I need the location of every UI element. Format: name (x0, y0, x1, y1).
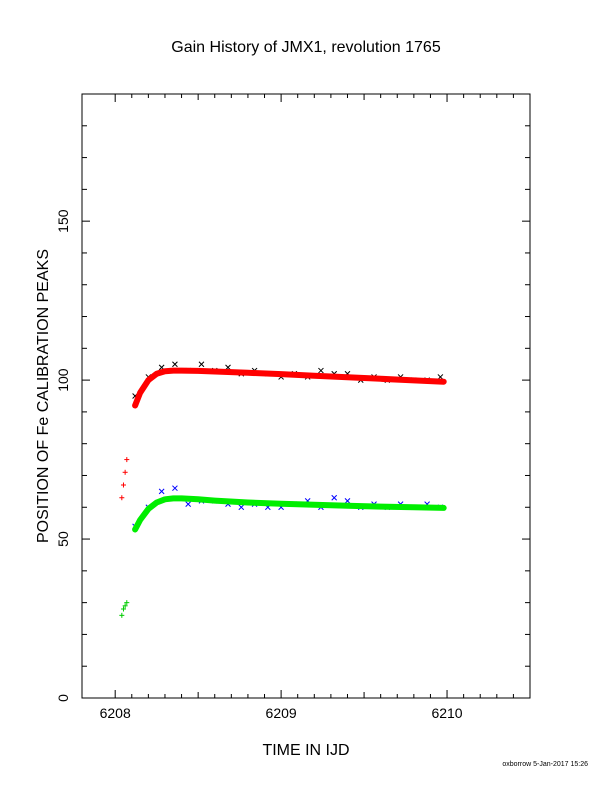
series-early-upper (119, 457, 130, 501)
marker-b (158, 488, 165, 495)
series-early-lower (119, 600, 130, 618)
x-tick-label: 6208 (100, 705, 131, 721)
series-fit-lower (132, 495, 447, 533)
y-tick-label: 50 (55, 531, 71, 547)
data-point (120, 606, 126, 612)
data-point (122, 603, 128, 609)
y-tick-label: 0 (55, 694, 71, 702)
data-point (172, 485, 178, 492)
marker-b (344, 498, 351, 504)
x-axis-label: TIME IN IJD (262, 742, 349, 759)
marker-b (185, 501, 192, 507)
data-marks (119, 361, 447, 618)
x-tick-label: 6209 (266, 705, 297, 721)
chart-title: Gain History of JMX1, revolution 1765 (171, 39, 441, 56)
fit-line (132, 495, 447, 533)
x-tick-label: 6210 (431, 705, 462, 721)
y-tick-label: 100 (55, 368, 71, 392)
marker-b (238, 504, 245, 511)
data-point (331, 494, 338, 501)
data-point (344, 498, 351, 504)
data-point (124, 457, 130, 463)
data-point (119, 612, 125, 618)
data-point (318, 367, 324, 374)
axis-ticks (82, 93, 531, 699)
data-point (172, 361, 178, 368)
data-point (120, 482, 126, 488)
data-point (198, 361, 205, 368)
data-point (124, 600, 130, 606)
data-point (158, 488, 165, 495)
data-point (119, 495, 125, 501)
marker-b (158, 364, 165, 371)
marker-b (318, 367, 324, 374)
marker-b (331, 494, 338, 501)
y-axis-label: POSITION OF Fe CALIBRATION PEAKS (35, 249, 52, 543)
marker-b (172, 485, 178, 492)
y-tick-label: 150 (55, 209, 71, 233)
data-point (185, 501, 192, 507)
data-point (238, 504, 245, 511)
axis-tick-labels: 6208 6209 6210 0 50 100 150 (55, 209, 463, 721)
fit-line (132, 367, 447, 409)
marker-b (198, 361, 205, 368)
marker-b (172, 361, 178, 368)
plot-frame (81, 93, 531, 699)
series-fit-upper (132, 367, 447, 409)
data-point (122, 469, 128, 475)
footer-stamp: oxborrow 5-Jan-2017 15:26 (502, 761, 588, 768)
